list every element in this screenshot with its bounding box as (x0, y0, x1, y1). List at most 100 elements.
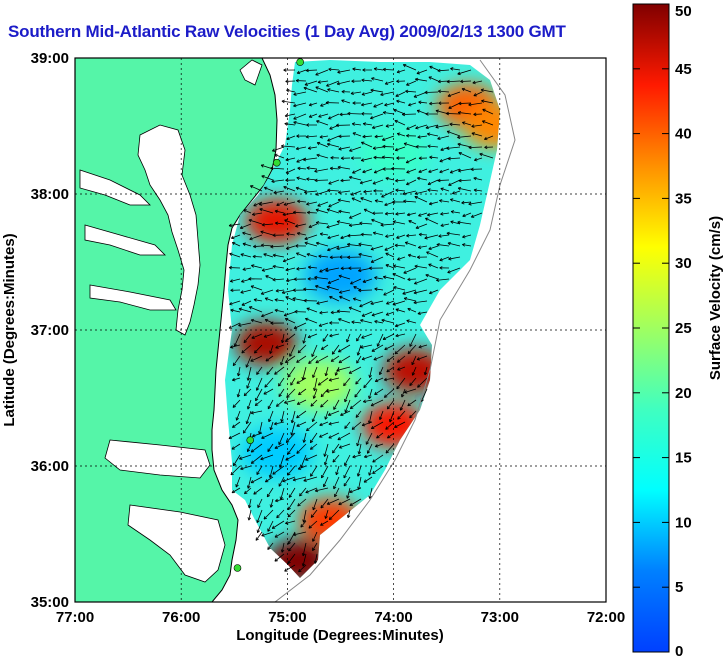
velocity-arrow (319, 232, 329, 236)
velocity-arrow (425, 217, 439, 225)
velocity-arrow (337, 198, 351, 203)
velocity-arrow (473, 188, 483, 192)
velocity-arrow (263, 333, 274, 338)
velocity-arrow (349, 146, 362, 152)
velocity-arrow (349, 498, 362, 507)
velocity-arrow (405, 157, 417, 164)
velocity-arrow (260, 230, 274, 236)
velocity-arrow (278, 388, 285, 397)
velocity-arrow (362, 134, 373, 139)
velocity-arrow (336, 366, 351, 372)
velocity-arrow (264, 297, 274, 302)
velocity-arrow (458, 178, 472, 183)
velocity-arrow (269, 344, 274, 354)
velocity-arrow (402, 112, 417, 117)
velocity-arrow (346, 333, 351, 343)
velocity-arrow (481, 120, 494, 126)
velocity-arrow (383, 275, 395, 280)
velocity-arrow (445, 111, 461, 116)
velocity-arrow (316, 141, 329, 148)
colorbar-tick-label: 35 (675, 190, 692, 207)
velocity-arrow (407, 399, 417, 407)
velocity-arrow (368, 366, 373, 378)
velocity-arrow (229, 278, 241, 283)
velocity-arrow (255, 388, 263, 402)
velocity-arrow (328, 432, 340, 439)
velocity-arrow (372, 454, 384, 463)
velocity-arrow (371, 77, 384, 82)
velocity-arrow (396, 132, 406, 137)
velocity-arrow (304, 234, 318, 241)
velocity-arrow (314, 178, 329, 183)
velocity-arrow (409, 377, 417, 386)
velocity-arrow (261, 531, 274, 537)
velocity-arrow (336, 80, 351, 86)
velocity-arrow (229, 252, 241, 258)
velocity-arrow (241, 344, 252, 354)
velocity-arrow (272, 253, 285, 258)
velocity-arrow (295, 78, 307, 83)
velocity-arrow (296, 134, 307, 138)
velocity-arrow (306, 201, 318, 206)
velocity-arrow (303, 476, 318, 482)
velocity-arrow (374, 199, 384, 203)
velocity-arrow (346, 487, 351, 499)
velocity-arrow (384, 245, 395, 251)
velocity-arrow (288, 542, 296, 552)
velocity-arrow (287, 443, 296, 455)
velocity-arrow (351, 197, 362, 203)
velocity-arrow (473, 91, 483, 97)
velocity-arrow (363, 476, 373, 483)
velocity-arrow (402, 190, 417, 196)
velocity-arrow (235, 476, 241, 488)
velocity-arrow (261, 311, 274, 318)
velocity-arrow (427, 188, 439, 192)
velocity-arrow (243, 388, 252, 397)
velocity-arrow (350, 156, 362, 160)
velocity-arrow (395, 91, 406, 97)
velocity-arrow (392, 220, 406, 225)
velocity-arrow (303, 298, 318, 303)
velocity-arrow (340, 410, 351, 416)
velocity-arrow (374, 134, 384, 139)
velocity-arrow (307, 265, 318, 270)
velocity-arrow (457, 142, 472, 148)
velocity-arrow (447, 267, 461, 274)
velocity-arrow (358, 252, 373, 258)
velocity-arrow (313, 553, 318, 564)
velocity-arrow (296, 443, 307, 454)
velocity-arrow (395, 188, 406, 193)
velocity-arrow (351, 421, 362, 430)
velocity-arrow (461, 87, 472, 93)
velocity-arrow (296, 421, 307, 427)
velocity-arrow (362, 278, 373, 283)
velocity-arrow (360, 157, 373, 162)
velocity-arrow (424, 234, 439, 240)
velocity-arrow (316, 300, 329, 305)
velocity-arrow (395, 333, 406, 338)
velocity-arrow (457, 220, 472, 225)
velocity-arrow (253, 201, 263, 207)
velocity-arrow (336, 220, 351, 225)
velocity-arrow (370, 421, 384, 430)
velocity-arrow (373, 355, 384, 361)
velocity-arrow (346, 509, 351, 519)
velocity-arrow (373, 102, 384, 108)
velocity-arrow (315, 221, 329, 225)
velocity-arrow (263, 388, 274, 395)
velocity-arrow (361, 421, 373, 427)
velocity-arrow (329, 333, 340, 338)
velocity-arrow (239, 454, 252, 460)
velocity-arrow (295, 146, 307, 151)
velocity-arrow (230, 288, 241, 293)
velocity-arrow (429, 65, 439, 71)
velocity-arrow (352, 454, 362, 459)
velocity-arrow (396, 377, 406, 390)
velocity-arrow (427, 144, 439, 149)
velocity-arrow (448, 179, 461, 186)
velocity-arrow (296, 267, 307, 271)
velocity-arrow (298, 388, 307, 396)
velocity-arrow (468, 145, 483, 150)
velocity-arrow (256, 509, 263, 523)
